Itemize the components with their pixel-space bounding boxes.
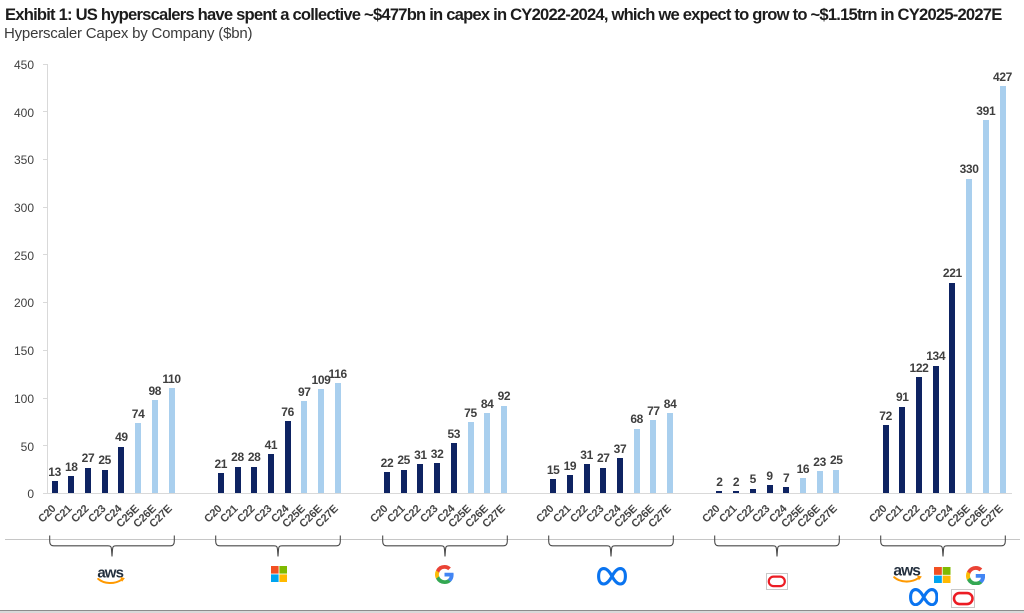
svg-text:aws: aws [893, 566, 920, 580]
svg-text:aws: aws [98, 568, 124, 581]
